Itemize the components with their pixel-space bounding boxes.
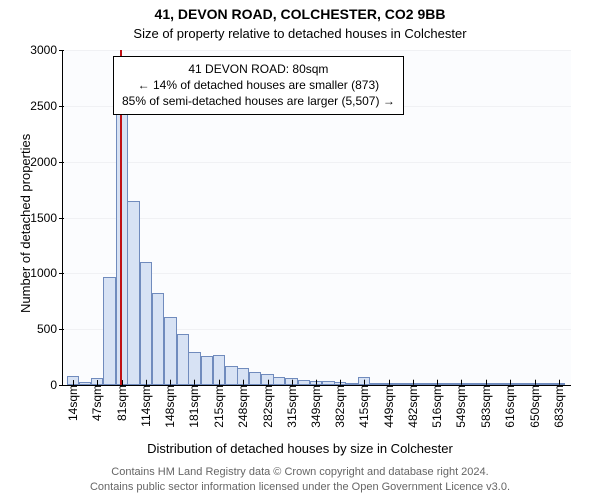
x-tick: 81sqm [115, 385, 129, 421]
chart-title-main: 41, DEVON ROAD, COLCHESTER, CO2 9BB [0, 6, 600, 22]
chart-title-sub: Size of property relative to detached ho… [0, 26, 600, 41]
y-tick: 1000 [30, 266, 63, 280]
gridline [63, 50, 571, 51]
histogram-bar [370, 383, 382, 385]
x-tick: 415sqm [357, 385, 371, 428]
histogram-chart: 41, DEVON ROAD, COLCHESTER, CO2 9BB Size… [0, 0, 600, 500]
x-axis-label: Distribution of detached houses by size … [0, 441, 600, 456]
annotation-line2: ← 14% of detached houses are smaller (87… [122, 77, 395, 93]
histogram-bar [164, 317, 176, 385]
x-tick: 449sqm [382, 385, 396, 428]
annotation-line3: 85% of semi-detached houses are larger (… [122, 93, 395, 109]
x-tick: 14sqm [66, 385, 80, 421]
x-tick: 650sqm [528, 385, 542, 428]
x-tick: 616sqm [503, 385, 517, 428]
x-tick: 482sqm [406, 385, 420, 428]
histogram-bar [177, 334, 189, 385]
histogram-bar [127, 201, 139, 385]
annotation-box: 41 DEVON ROAD: 80sqm ← 14% of detached h… [113, 56, 404, 115]
x-tick: 549sqm [454, 385, 468, 428]
histogram-bar [516, 383, 528, 385]
x-tick: 148sqm [163, 385, 177, 428]
y-tick: 2000 [30, 155, 63, 169]
x-tick: 215sqm [212, 385, 226, 428]
x-tick: 248sqm [236, 385, 250, 428]
y-tick: 2500 [30, 99, 63, 113]
histogram-bar [140, 262, 152, 385]
histogram-bar [249, 372, 261, 385]
footer-line2: Contains public sector information licen… [0, 480, 600, 494]
y-axis-label: Number of detached properties [18, 133, 33, 312]
y-tick: 500 [37, 322, 63, 336]
x-tick: 382sqm [333, 385, 347, 428]
histogram-bar [201, 356, 213, 385]
x-tick: 47sqm [90, 385, 104, 421]
y-tick: 3000 [30, 43, 63, 57]
x-tick: 683sqm [552, 385, 566, 428]
histogram-bar [273, 377, 285, 385]
gridline [63, 162, 571, 163]
y-tick: 1500 [30, 211, 63, 225]
x-tick: 282sqm [261, 385, 275, 428]
x-tick: 315sqm [285, 385, 299, 428]
x-tick: 583sqm [479, 385, 493, 428]
annotation-line1: 41 DEVON ROAD: 80sqm [122, 61, 395, 77]
footer-line1: Contains HM Land Registry data © Crown c… [0, 465, 600, 479]
x-tick: 516sqm [430, 385, 444, 428]
histogram-bar [152, 293, 164, 385]
x-tick: 349sqm [309, 385, 323, 428]
y-tick: 0 [50, 378, 63, 392]
x-tick: 114sqm [139, 385, 153, 427]
histogram-bar [103, 277, 115, 385]
footer-attribution: Contains HM Land Registry data © Crown c… [0, 465, 600, 494]
plot-area: 050010001500200025003000 41 DEVON ROAD: … [62, 50, 571, 386]
histogram-bar [225, 366, 237, 385]
x-tick: 181sqm [187, 385, 201, 428]
